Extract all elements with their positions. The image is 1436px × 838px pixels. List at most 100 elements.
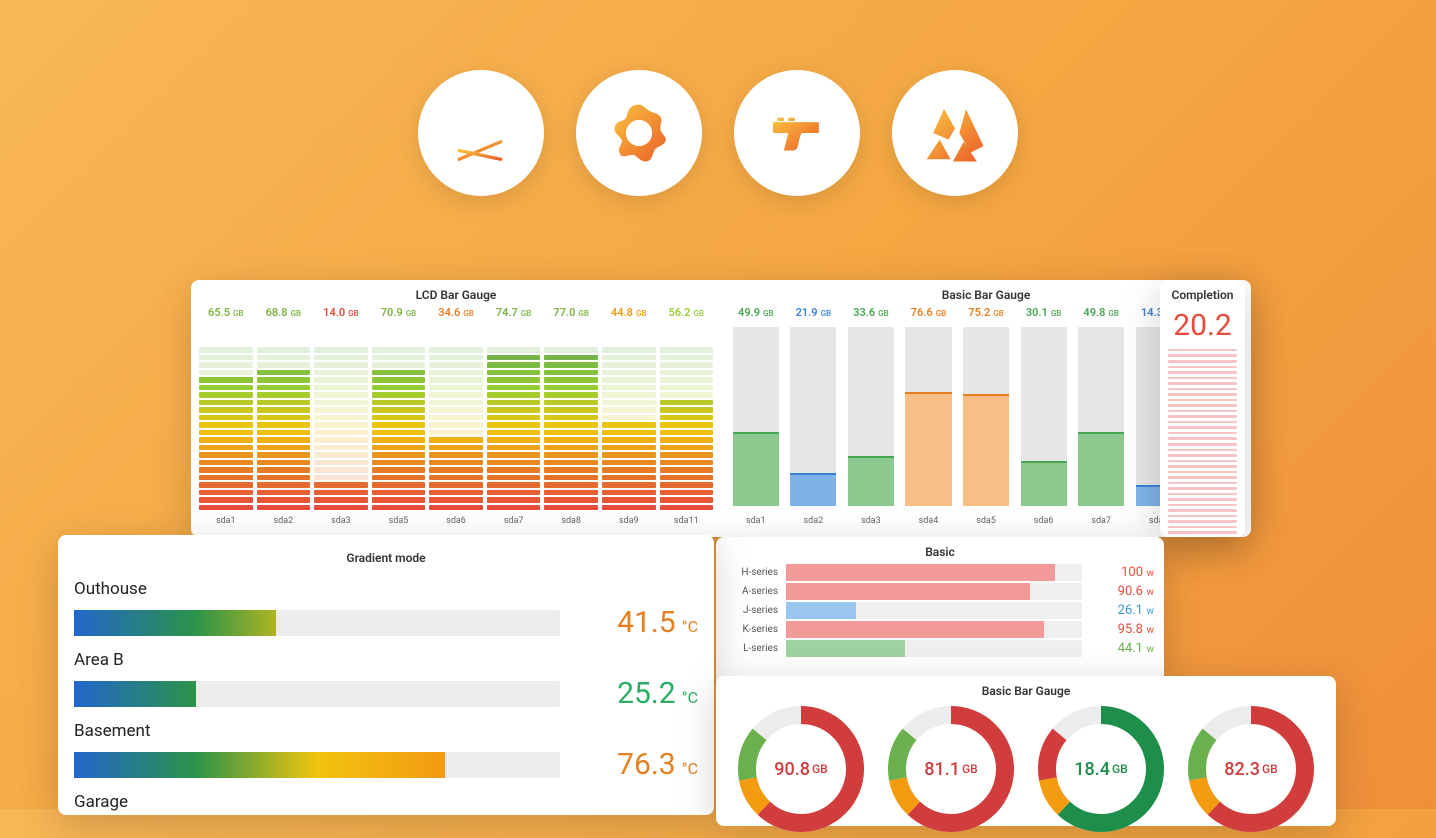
gradient-value: 41.5 °C: [578, 605, 698, 640]
basic-h-title: Basic: [716, 537, 1164, 563]
lcd-column: 34.6 GB sda6: [429, 306, 483, 526]
basic-h-label: K-series: [726, 624, 778, 635]
completion-value: 20.2: [1160, 308, 1245, 343]
gradient-name: Outhouse: [74, 579, 698, 599]
mountain-icon: [892, 70, 1018, 196]
bbg-value: 33.6 GB: [853, 306, 888, 319]
lcd-value: 68.8 GB: [266, 306, 301, 319]
basic-h-label: L-series: [726, 643, 778, 654]
bbg-value: 30.1 GB: [1026, 306, 1061, 319]
lcd-value: 44.8 GB: [611, 306, 646, 319]
bbg-column: 49.9 GB sda1: [729, 306, 783, 526]
lcd-column: 74.7 GB sda7: [487, 306, 541, 526]
basic-h-value: 100 w: [1090, 565, 1154, 580]
sticks-icon: [418, 70, 544, 196]
bbg-column: 21.9 GB sda2: [787, 306, 841, 526]
basic-h-value: 26.1 w: [1090, 603, 1154, 618]
lcd-column: 44.8 GB sda9: [602, 306, 656, 526]
lcd-label: sda1: [216, 516, 236, 526]
lcd-label: sda11: [674, 516, 699, 526]
basic-h-value: 90.6 w: [1090, 584, 1154, 599]
gradient-title: Gradient mode: [74, 543, 698, 569]
lcd-column: 56.2 GB sda11: [660, 306, 714, 526]
donut-gauge: 18.4 GB: [1036, 704, 1166, 834]
lcd-value: 70.9 GB: [381, 306, 416, 319]
bbg-label: sda6: [1034, 516, 1054, 526]
donut-value: 81.1 GB: [886, 704, 1016, 834]
bbg-label: sda1: [746, 516, 766, 526]
lcd-column: 77.0 GB sda8: [544, 306, 598, 526]
lcd-value: 56.2 GB: [669, 306, 704, 319]
completion-stripes: [1168, 349, 1237, 534]
donut-gauge: 81.1 GB: [886, 704, 1016, 834]
lcd-label: sda6: [446, 516, 466, 526]
donut-gauge-panel: Basic Bar Gauge 90.8 GB81.1 GB18.4 GB82.…: [716, 676, 1336, 826]
bbg-value: 49.8 GB: [1083, 306, 1118, 319]
donut-value: 18.4 GB: [1036, 704, 1166, 834]
basic-h-row: J-series 26.1 w: [716, 601, 1164, 620]
donut-value: 90.8 GB: [736, 704, 866, 834]
lcd-label: sda3: [331, 516, 351, 526]
bbg-value: 75.2 GB: [968, 306, 1003, 319]
gradient-mode-panel: Gradient mode Outhouse 41.5 °C Area B 25.2 …: [58, 535, 714, 815]
bbg-value: 49.9 GB: [738, 306, 773, 319]
gradient-name: Basement: [74, 721, 698, 741]
lcd-title: LCD Bar Gauge: [191, 280, 721, 306]
bbg-label: sda2: [804, 516, 824, 526]
lcd-value: 65.5 GB: [208, 306, 243, 319]
gradient-value: 76.3 °C: [578, 747, 698, 782]
lcd-value: 77.0 GB: [553, 306, 588, 319]
bbg-value: 21.9 GB: [796, 306, 831, 319]
bbg-column: 76.6 GB sda4: [902, 306, 956, 526]
basic-h-value: 95.8 w: [1090, 622, 1154, 637]
gradient-row: Area B 25.2 °C: [74, 650, 698, 711]
lcd-bar-gauge-panel: LCD Bar Gauge Basic Bar Gauge 65.5 GBsda…: [191, 280, 1251, 537]
donut-value: 82.3 GB: [1186, 704, 1316, 834]
lcd-value: 14.0 GB: [323, 306, 358, 319]
basic-h-label: H-series: [726, 567, 778, 578]
gradient-name: Area B: [74, 650, 698, 670]
hero-icon-row: [418, 70, 1018, 196]
swirl-icon: [576, 70, 702, 196]
basic-h-row: L-series 44.1 w: [716, 639, 1164, 658]
gradient-row: Garage: [74, 792, 698, 812]
gradient-row: Basement 76.3 °C: [74, 721, 698, 782]
lcd-column: 68.8 GB sda2: [257, 306, 311, 526]
donut-gauge: 82.3 GB: [1186, 704, 1316, 834]
lcd-column: 14.0 GB sda3: [314, 306, 368, 526]
basic-h-value: 44.1 w: [1090, 641, 1154, 656]
completion-panel: Completion 20.2: [1160, 280, 1245, 537]
bbg-column: 75.2 GB sda5: [959, 306, 1013, 526]
donut-gauge: 90.8 GB: [736, 704, 866, 834]
basic-h-label: J-series: [726, 605, 778, 616]
gun-icon: [734, 70, 860, 196]
gradient-name: Garage: [74, 792, 698, 812]
gradient-value: 25.2 °C: [578, 676, 698, 711]
completion-title: Completion: [1160, 280, 1245, 306]
lcd-value: 34.6 GB: [438, 306, 473, 319]
bbg-column: 49.8 GB sda7: [1074, 306, 1128, 526]
lcd-label: sda5: [389, 516, 409, 526]
bbg-label: sda3: [861, 516, 881, 526]
basic-h-label: A-series: [726, 586, 778, 597]
lcd-column: 65.5 GB sda1: [199, 306, 253, 526]
lcd-value: 74.7 GB: [496, 306, 531, 319]
lcd-columns: 65.5 GB sda1 68.8 GB sda2 14.0 GB sda3 70.9 GB…: [191, 306, 721, 526]
basic-h-row: H-series 100 w: [716, 563, 1164, 582]
lcd-column: 70.9 GB sda5: [372, 306, 426, 526]
bbg-value: 76.6 GB: [911, 306, 946, 319]
basic-h-row: A-series 90.6 w: [716, 582, 1164, 601]
lcd-label: sda2: [274, 516, 294, 526]
bbg-label: sda5: [976, 516, 996, 526]
gradient-row: Outhouse 41.5 °C: [74, 579, 698, 640]
donut-title: Basic Bar Gauge: [716, 676, 1336, 702]
bbg-column: 33.6 GB sda3: [844, 306, 898, 526]
bbg-column: 30.1 GB sda6: [1017, 306, 1071, 526]
lcd-label: sda9: [619, 516, 639, 526]
bbg-label: sda4: [919, 516, 939, 526]
basic-horizontal-panel: Basic H-series 100 w A-series 90.6 w J-serie…: [716, 537, 1164, 687]
lcd-label: sda7: [504, 516, 524, 526]
basic-h-row: K-series 95.8 w: [716, 620, 1164, 639]
bbg-label: sda7: [1091, 516, 1111, 526]
lcd-label: sda8: [561, 516, 581, 526]
